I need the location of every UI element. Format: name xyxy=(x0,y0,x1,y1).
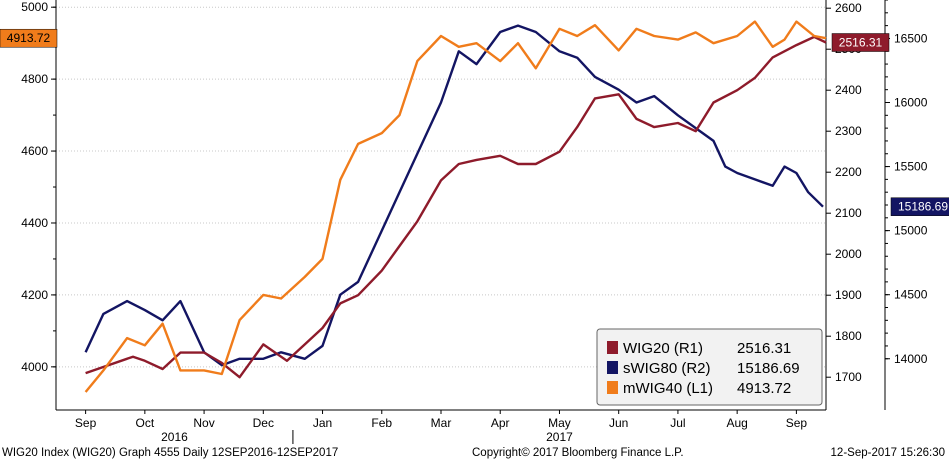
axes: 4000 4200 4400 4600 4800 5000 1700 1800 1900 2000… xyxy=(21,0,928,444)
legend-swatch xyxy=(607,381,618,394)
x-tick-label: May xyxy=(548,416,571,430)
y-r2-tick-label: 15500 xyxy=(894,160,928,174)
x-tick-label: Apr xyxy=(491,416,510,430)
chart-svg: 4000 4200 4400 4600 4800 5000 1700 1800 1900 2000… xyxy=(0,0,949,444)
series-line xyxy=(85,35,827,379)
y-r1-tick-label: 2400 xyxy=(835,83,862,97)
x-tick-label: Jan xyxy=(313,416,332,430)
footer-copyright: Copyright© 2017 Bloomberg Finance L.P. xyxy=(472,447,684,459)
legend-value: 2516.31 xyxy=(737,340,791,357)
y-left-tick-label: 4600 xyxy=(21,144,48,158)
badge-mwig40: 4913.72 xyxy=(7,31,51,45)
y-left-tick-label: 4200 xyxy=(21,288,48,302)
year-label: 2017 xyxy=(546,430,573,444)
x-tick-label: Sep xyxy=(786,416,808,430)
x-tick-label: Sep xyxy=(75,416,97,430)
last-value-badges: 4913.72 2516.31 15186.69 xyxy=(0,28,949,216)
badge-wig20: 2516.31 xyxy=(839,36,883,50)
y-left-tick-label: 4800 xyxy=(21,72,48,86)
legend-label: sWIG80 (R2) xyxy=(623,360,711,377)
y-r1-tick-label: 2100 xyxy=(835,206,862,220)
legend: WIG20 (R1) 2516.31 sWIG80 (R2) 15186.69 mWIG… xyxy=(596,328,823,406)
y-r2-tick-label: 14500 xyxy=(894,288,928,302)
y-r1-tick-label: 2000 xyxy=(835,247,862,261)
y-left-tick-label: 5000 xyxy=(21,0,48,14)
footer: WIG20 Index (WIG20) Graph 4555 Daily 12S… xyxy=(0,444,949,463)
x-tick-label: Dec xyxy=(253,416,274,430)
series-line xyxy=(84,24,824,367)
y-r1-tick-label: 1700 xyxy=(835,370,862,384)
footer-source: WIG20 Index (WIG20) Graph 4555 Daily 12S… xyxy=(2,447,339,459)
y-r1-tick-label: 2200 xyxy=(835,165,862,179)
x-tick-label: Oct xyxy=(136,416,155,430)
y-r2-tick-label: 15000 xyxy=(894,224,928,238)
x-tick-label: Jul xyxy=(670,416,685,430)
x-tick-label: Nov xyxy=(193,416,214,430)
y-left-tick-label: 4000 xyxy=(21,360,48,374)
y-r2-tick-label: 16500 xyxy=(894,31,928,45)
legend-swatch xyxy=(607,341,618,354)
legend-label: mWIG40 (L1) xyxy=(623,380,713,397)
x-tick-label: Mar xyxy=(431,416,452,430)
badge-swig80-bg xyxy=(890,197,949,216)
y-left-tick-label: 4400 xyxy=(21,216,48,230)
x-tick-label: Feb xyxy=(371,416,392,430)
legend-value: 4913.72 xyxy=(737,380,791,397)
legend-label: WIG20 (R1) xyxy=(623,340,703,357)
legend-swatch xyxy=(607,361,618,374)
y-r2-tick-label: 14000 xyxy=(894,352,928,366)
y-r2-tick-label: 16000 xyxy=(894,96,928,110)
year-label: 2016 xyxy=(161,430,188,444)
grid-lines xyxy=(56,6,826,368)
y-r1-tick-label: 2600 xyxy=(835,1,862,15)
x-tick-label: Aug xyxy=(726,416,747,430)
badge-swig80: 15186.69 xyxy=(898,200,948,214)
series-line xyxy=(84,20,827,393)
legend-box xyxy=(596,328,823,406)
y-r1-tick-label: 1900 xyxy=(835,288,862,302)
y-r1-tick-label: 1800 xyxy=(835,329,862,343)
footer-timestamp: 12-Sep-2017 15:26:30 xyxy=(830,447,945,459)
badge-wig20-bg xyxy=(831,33,890,52)
y-r1-tick-label: 2300 xyxy=(835,124,862,138)
series-lines xyxy=(84,20,827,393)
x-tick-label: Jun xyxy=(609,416,628,430)
legend-value: 15186.69 xyxy=(737,360,800,377)
badge-mwig40-bg xyxy=(0,28,58,48)
